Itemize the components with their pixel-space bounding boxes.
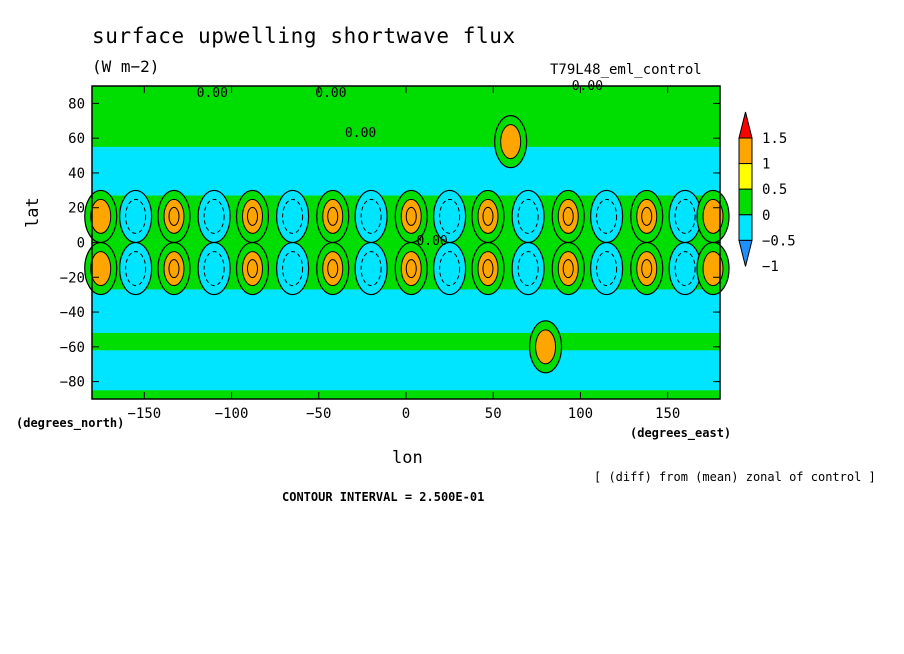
x-tick-label: −100 xyxy=(215,406,249,422)
contour-peak-13 xyxy=(327,259,339,279)
contour-core-23 xyxy=(517,251,539,287)
contour-peak-21 xyxy=(482,259,494,279)
y-tick-label: 40 xyxy=(68,166,85,182)
contour-core-26 xyxy=(596,198,618,234)
contour-peak-20 xyxy=(482,206,494,226)
colorbar-arrow-top xyxy=(738,111,753,139)
colorbar-segment xyxy=(738,137,753,165)
contour-core-0 xyxy=(90,198,112,234)
contour-label: 0.00 xyxy=(416,234,447,249)
colorbar-label: 1.5 xyxy=(762,131,787,147)
band-equator xyxy=(92,237,720,248)
y-tick-label: 80 xyxy=(68,96,85,112)
contour-core-27 xyxy=(596,251,618,287)
run-label: T79L48_eml_control xyxy=(550,62,702,78)
contour-peak-5 xyxy=(168,259,180,279)
contour-core-15 xyxy=(360,251,382,287)
chart-title: surface upwelling shortwave flux xyxy=(92,24,516,48)
colorbar-segment xyxy=(738,214,753,241)
colorbar-label: −1 xyxy=(762,259,779,275)
x-axis-unit: (degrees_east) xyxy=(630,426,732,440)
x-tick-label: 100 xyxy=(568,406,593,422)
contour-label: 0.00 xyxy=(315,86,346,101)
colorbar-label: 1 xyxy=(762,157,770,173)
band-south-polar xyxy=(92,350,720,391)
y-tick-label: −80 xyxy=(60,375,85,391)
y-tick-label: 20 xyxy=(68,201,85,217)
colorbar-segment xyxy=(738,163,753,190)
colorbar-label: 0 xyxy=(762,208,770,224)
contour-label: 0.00 xyxy=(197,86,228,101)
contour-core-2 xyxy=(125,198,147,234)
chart-units: (W m−2) xyxy=(92,57,160,76)
y-tick-label: 60 xyxy=(68,131,85,147)
contour-core-19 xyxy=(439,251,461,287)
contour-core-6 xyxy=(203,198,225,234)
contour-label: 0.00 xyxy=(345,126,376,141)
contour-peak-12 xyxy=(327,206,339,226)
contour-peak-9 xyxy=(246,259,258,279)
contour-core-34 xyxy=(535,329,557,365)
band-south-midlat xyxy=(92,289,720,333)
contour-interval: CONTOUR INTERVAL = 2.500E-01 xyxy=(282,490,485,504)
contour-core-11 xyxy=(282,251,304,287)
contour-peak-16 xyxy=(405,206,417,226)
y-tick-label: −20 xyxy=(60,270,85,286)
colorbar-label: −0.5 xyxy=(762,233,796,249)
contour-peak-24 xyxy=(562,206,574,226)
contour-core-35 xyxy=(500,124,522,160)
x-tick-label: 0 xyxy=(402,406,410,422)
y-tick-label: −60 xyxy=(60,340,85,356)
contour-core-31 xyxy=(674,251,696,287)
x-axis-label: lon xyxy=(392,448,423,468)
y-axis-unit: (degrees_north) xyxy=(16,416,125,430)
diff-note: [ (diff) from (mean) zonal of control ] xyxy=(594,470,876,484)
contour-peak-17 xyxy=(405,259,417,279)
y-tick-label: −40 xyxy=(60,305,85,321)
band-north-midlat xyxy=(92,146,720,196)
x-tick-label: 150 xyxy=(655,406,680,422)
y-tick-label: 0 xyxy=(77,236,85,252)
contour-peak-29 xyxy=(641,259,653,279)
contour-core-10 xyxy=(282,198,304,234)
contour-peak-28 xyxy=(641,206,653,226)
contour-core-30 xyxy=(674,198,696,234)
contour-core-14 xyxy=(360,198,382,234)
contour-peak-4 xyxy=(168,206,180,226)
contour-peak-25 xyxy=(562,259,574,279)
contour-core-3 xyxy=(125,251,147,287)
x-tick-label: −50 xyxy=(306,406,331,422)
colorbar-arrow-bottom xyxy=(738,239,753,267)
contour-core-18 xyxy=(439,198,461,234)
contour-peak-8 xyxy=(246,206,258,226)
contour-core-7 xyxy=(203,251,225,287)
colorbar-label: 0.5 xyxy=(762,182,787,198)
x-tick-label: 50 xyxy=(485,406,502,422)
x-tick-label: −150 xyxy=(127,406,161,422)
contour-core-22 xyxy=(517,198,539,234)
contour-core-1 xyxy=(90,251,112,287)
colorbar-segment xyxy=(738,188,753,216)
